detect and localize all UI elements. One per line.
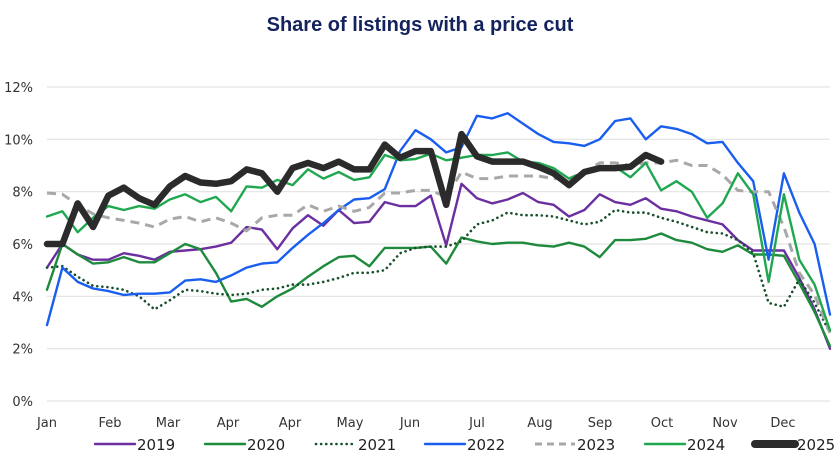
x-tick-label: Jan <box>36 416 57 431</box>
legend-label: 2022 <box>467 436 505 454</box>
series-line-2025 <box>43 130 665 248</box>
legend-label: 2020 <box>247 436 285 454</box>
x-tick-label: May <box>337 416 364 431</box>
series-line-2023 <box>46 158 832 334</box>
x-tick-label: Jul <box>468 416 485 431</box>
x-tick-label: Jun <box>399 416 420 431</box>
series-line-2020 <box>45 232 832 348</box>
series-line-2024 <box>45 151 832 332</box>
series-line-2022 <box>45 112 832 327</box>
y-tick-label: 12% <box>4 81 33 96</box>
x-tick-label: Feb <box>98 416 121 431</box>
legend-label: 2025 <box>797 436 835 454</box>
y-tick-label: 2% <box>12 343 33 358</box>
legend-label: 2021 <box>358 436 396 454</box>
x-tick-label: Sep <box>588 416 613 431</box>
series-line-2021 <box>45 208 832 335</box>
series-line-2019 <box>45 182 832 350</box>
chart-title: Share of listings with a price cut <box>266 14 574 36</box>
legend-label: 2023 <box>577 436 615 454</box>
x-tick-label: Nov <box>712 416 738 431</box>
x-tick-label: Apr <box>217 416 240 431</box>
y-tick-label: 4% <box>12 290 33 305</box>
x-tick-label: Oct <box>651 416 673 431</box>
x-tick-label: Dec <box>770 416 795 431</box>
x-tick-label: Aug <box>527 416 552 431</box>
x-tick-label: Mar <box>156 416 181 431</box>
y-tick-label: 0% <box>12 395 33 410</box>
y-tick-label: 8% <box>12 186 33 201</box>
x-tick-label: Apr <box>279 416 302 431</box>
legend-label: 2019 <box>137 436 175 454</box>
y-tick-label: 10% <box>4 133 33 148</box>
legend-label: 2024 <box>687 436 725 454</box>
y-tick-label: 6% <box>12 238 33 253</box>
